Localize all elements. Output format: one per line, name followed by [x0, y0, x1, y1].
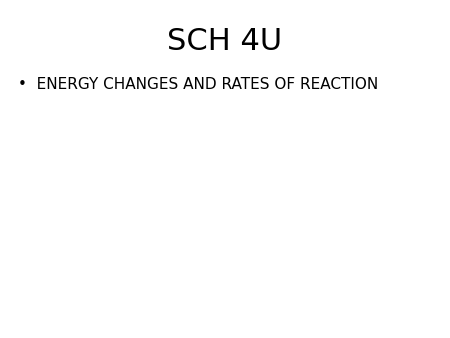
Text: •  ENERGY CHANGES AND RATES OF REACTION: • ENERGY CHANGES AND RATES OF REACTION [18, 77, 378, 92]
Text: SCH 4U: SCH 4U [167, 27, 283, 56]
